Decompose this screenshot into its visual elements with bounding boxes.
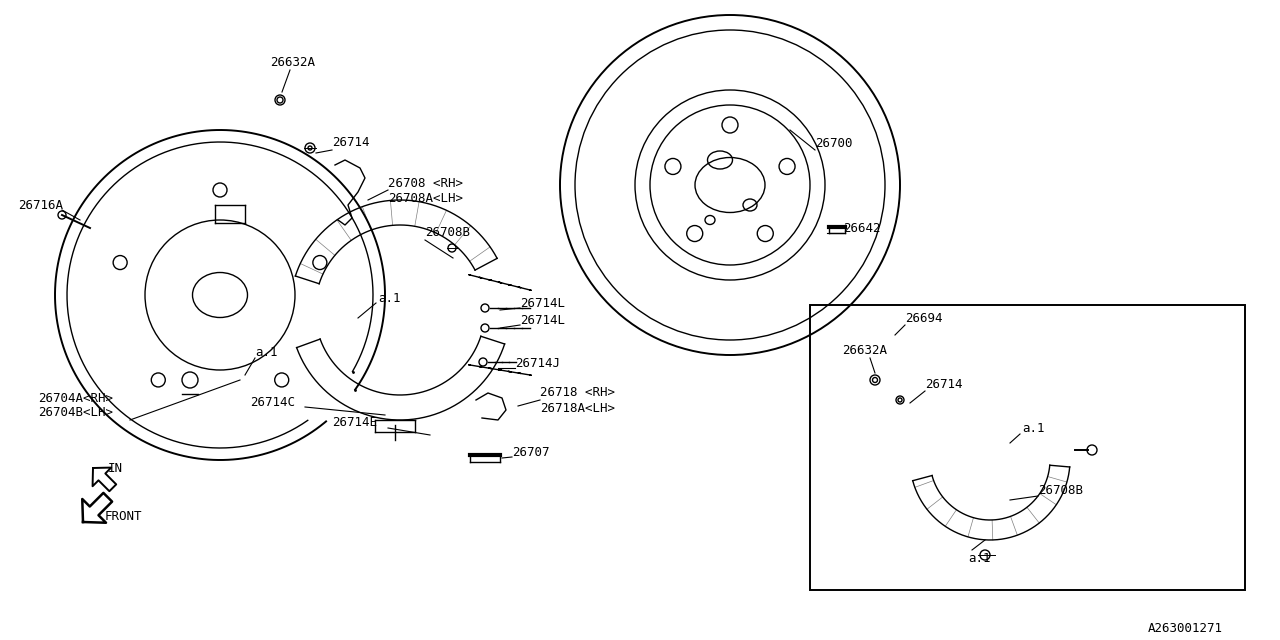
Bar — [810, 305, 1245, 590]
Text: 26718A<LH>: 26718A<LH> — [540, 401, 614, 415]
Text: 26704B<LH>: 26704B<LH> — [38, 406, 113, 419]
Text: A263001271: A263001271 — [1148, 621, 1222, 634]
Text: 26714: 26714 — [925, 378, 963, 392]
Text: 26707: 26707 — [512, 447, 549, 460]
Text: 26642: 26642 — [844, 221, 881, 234]
Text: 26714: 26714 — [332, 136, 370, 148]
Text: 26708B: 26708B — [425, 225, 470, 239]
Text: 26714L: 26714L — [520, 314, 564, 326]
Text: 26716A: 26716A — [18, 198, 63, 211]
Text: 26708B: 26708B — [1038, 483, 1083, 497]
Text: 26714L: 26714L — [520, 296, 564, 310]
Text: 26718 <RH>: 26718 <RH> — [540, 387, 614, 399]
Text: 26694: 26694 — [905, 312, 942, 324]
Text: a.1: a.1 — [1021, 422, 1044, 435]
Text: 26704A<RH>: 26704A<RH> — [38, 392, 113, 404]
Text: 26708A<LH>: 26708A<LH> — [388, 191, 463, 205]
Text: a.1: a.1 — [968, 552, 991, 564]
Text: 26632A: 26632A — [842, 344, 887, 356]
Text: a.1: a.1 — [378, 291, 401, 305]
Text: 26632A: 26632A — [270, 56, 315, 68]
Text: 26714E: 26714E — [332, 415, 378, 429]
Text: 26714J: 26714J — [515, 356, 561, 369]
Text: 26708 <RH>: 26708 <RH> — [388, 177, 463, 189]
Text: IN: IN — [108, 461, 123, 474]
Text: FRONT: FRONT — [105, 509, 142, 522]
Text: a.1: a.1 — [255, 346, 278, 358]
Text: 26700: 26700 — [815, 136, 852, 150]
Text: 26714C: 26714C — [250, 396, 294, 408]
